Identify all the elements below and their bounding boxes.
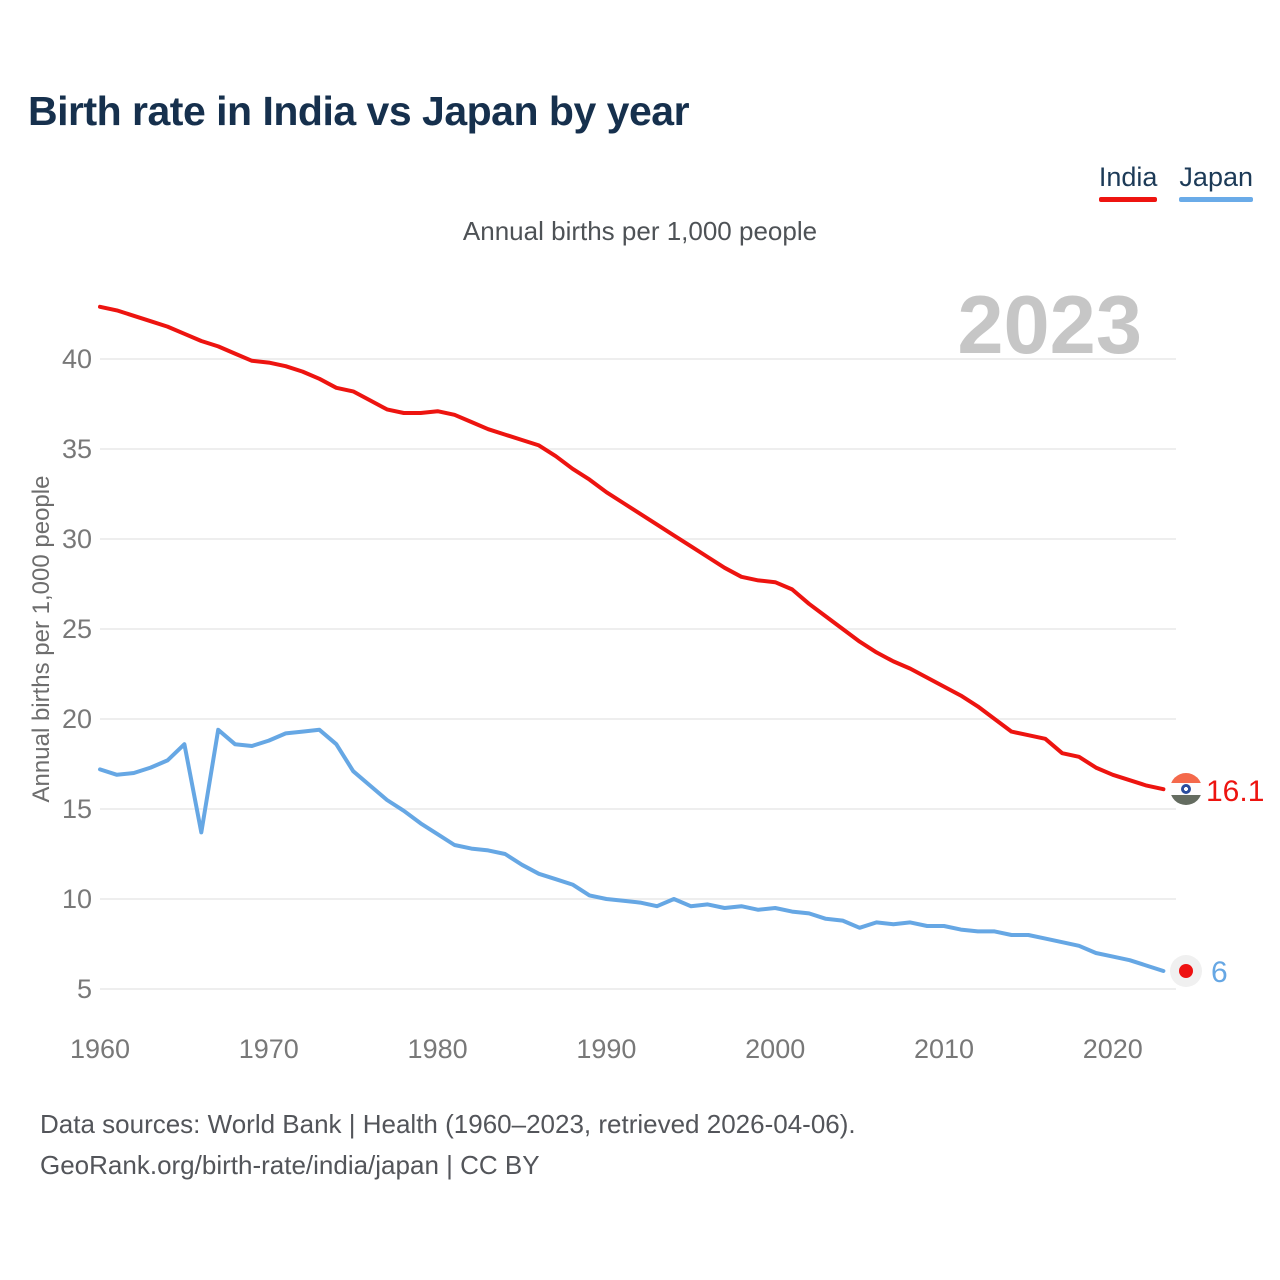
- legend-swatch-india: [1098, 197, 1158, 202]
- year-watermark: 2023: [957, 278, 1142, 371]
- japan-flag-sun-disc: [1179, 964, 1193, 978]
- footer-sources: Data sources: World Bank | Health (1960–…: [40, 1109, 856, 1139]
- india-flag-chakra: [1181, 784, 1191, 794]
- y-tick-label: 25: [62, 614, 92, 644]
- y-tick-label: 35: [62, 434, 92, 464]
- x-tick-label: 1990: [576, 1034, 636, 1064]
- y-tick-label: 30: [62, 524, 92, 554]
- x-tick-label: 2000: [745, 1034, 805, 1064]
- india-flag-icon: [1170, 773, 1202, 805]
- y-tick-label: 40: [62, 344, 92, 374]
- japan-end-value: 6: [1211, 956, 1228, 989]
- page-title: Birth rate in India vs Japan by year: [28, 88, 690, 134]
- chart-subtitle: Annual births per 1,000 people: [462, 216, 818, 246]
- footer: Data sources: World Bank | Health (1960–…: [40, 1104, 856, 1186]
- y-tick-label: 10: [62, 884, 92, 914]
- y-tick-label: 15: [62, 794, 92, 824]
- chart-legend: India Japan: [1098, 162, 1253, 202]
- india-flag-saffron-band: [1170, 773, 1202, 783]
- legend-item-india[interactable]: India: [1098, 162, 1158, 202]
- legend-label-india: India: [1098, 162, 1158, 192]
- legend-swatch-japan: [1179, 197, 1253, 202]
- legend-item-japan[interactable]: Japan: [1179, 162, 1253, 202]
- legend-label-japan: Japan: [1179, 162, 1253, 192]
- x-tick-label: 2020: [1083, 1034, 1143, 1064]
- x-tick-label: 1970: [239, 1034, 299, 1064]
- footer-link: GeoRank.org/birth-rate/india/japan | CC …: [40, 1150, 540, 1180]
- india-flag-white-band: [1170, 783, 1202, 795]
- india-end-value: 16.1: [1206, 775, 1265, 808]
- y-tick-label: 20: [62, 704, 92, 734]
- x-tick-label: 1960: [70, 1034, 130, 1064]
- x-tick-label: 1980: [408, 1034, 468, 1064]
- x-tick-label: 2010: [914, 1034, 974, 1064]
- y-tick-label: 5: [77, 974, 92, 1004]
- india-flag-green-band: [1170, 795, 1202, 805]
- japan-flag-icon: [1170, 955, 1202, 987]
- series-line-india[interactable]: [98, 304, 1166, 792]
- series-line-japan[interactable]: [98, 727, 1166, 973]
